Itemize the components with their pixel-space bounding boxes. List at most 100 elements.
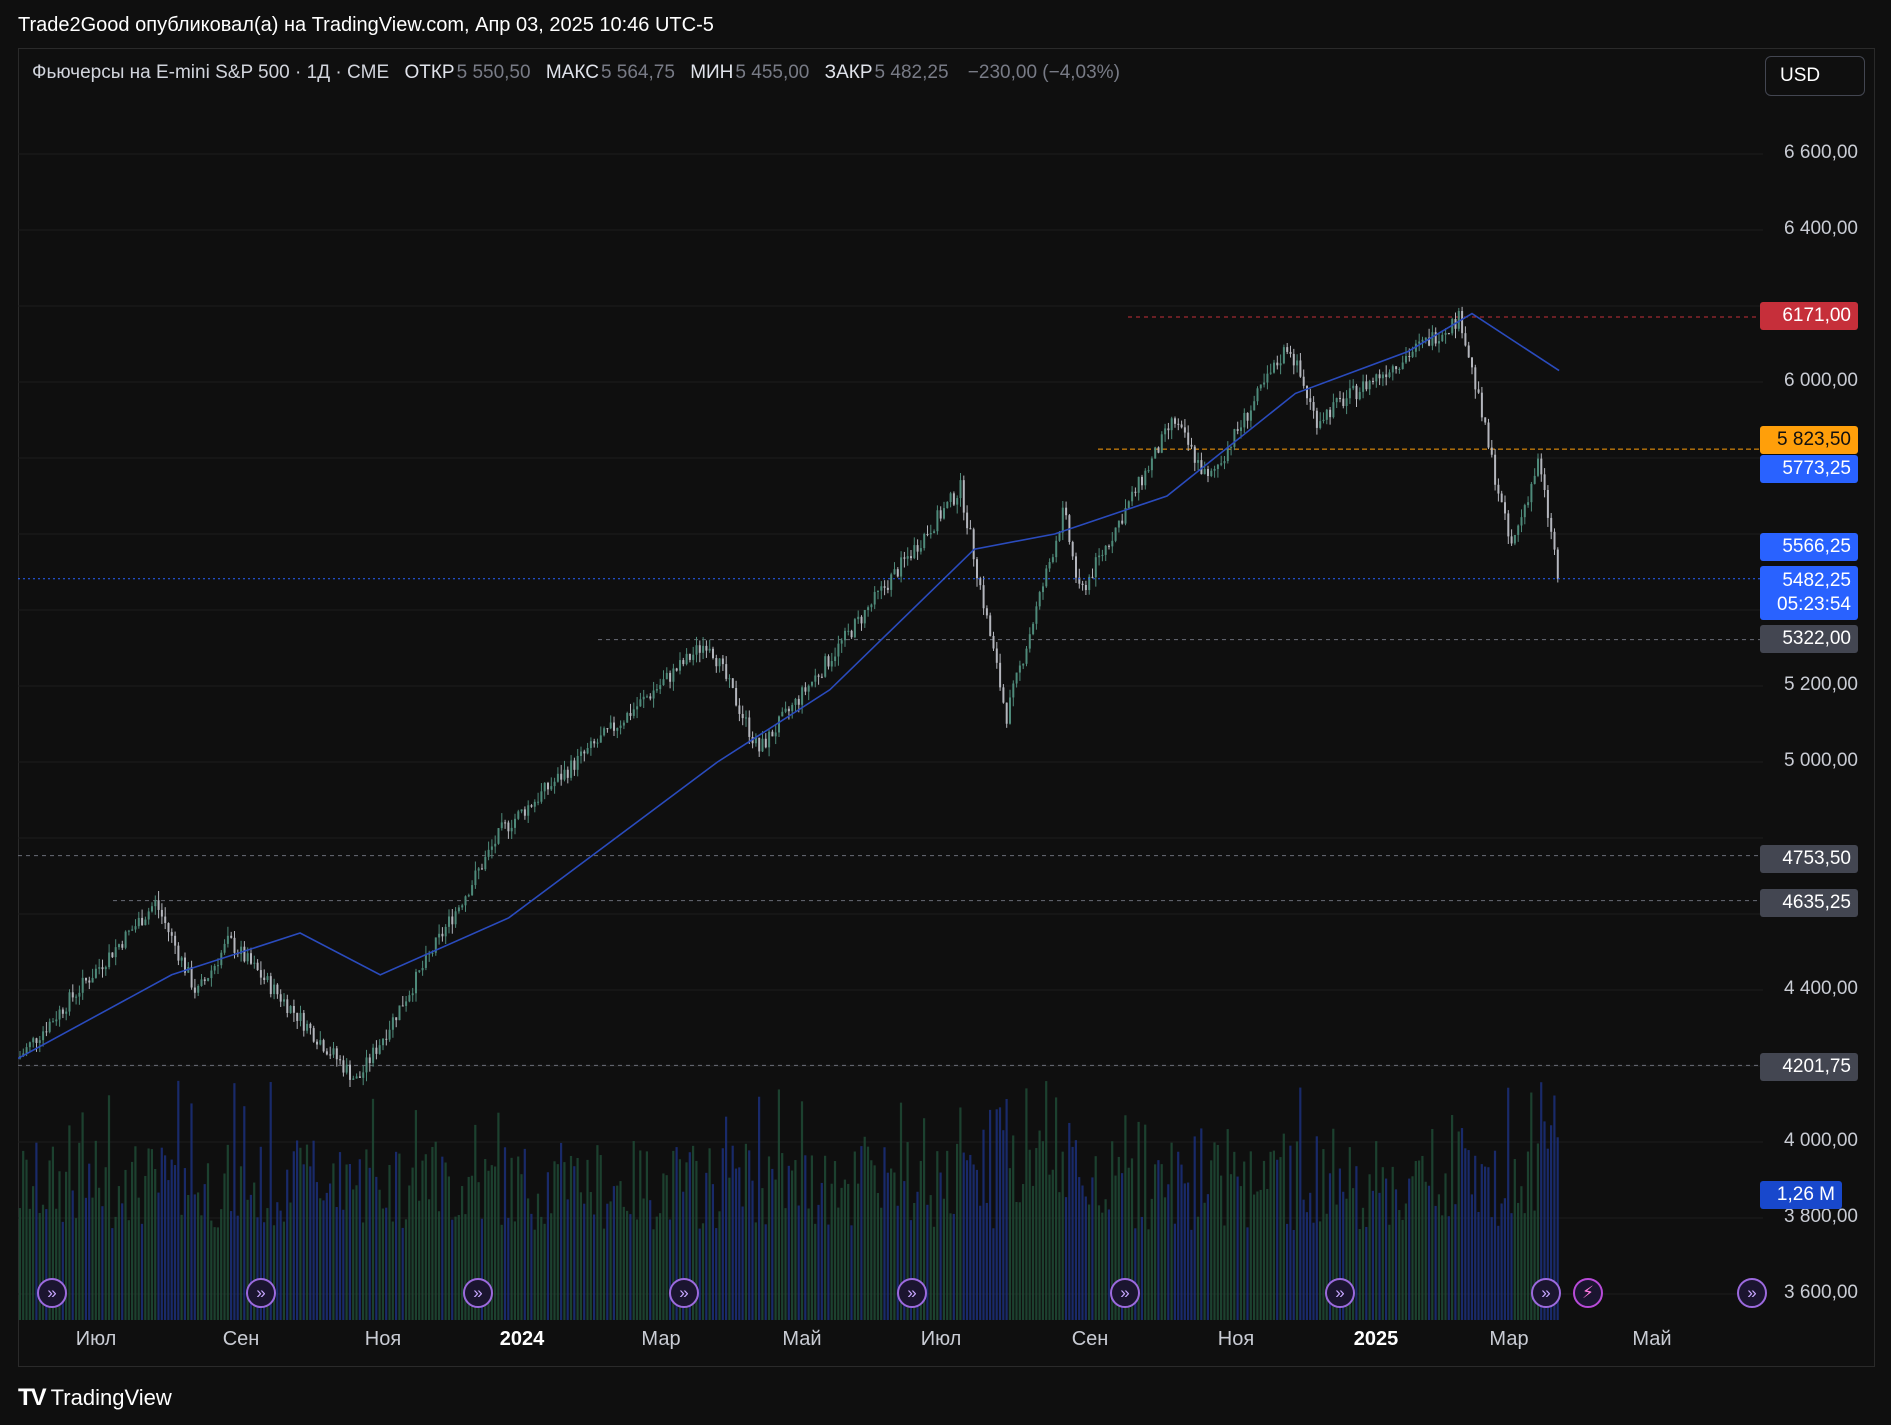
candle-body bbox=[956, 498, 959, 505]
candle-body bbox=[289, 1006, 292, 1013]
volume-bar bbox=[563, 1162, 566, 1320]
volume-bar bbox=[1322, 1149, 1325, 1320]
candle-body bbox=[490, 846, 493, 850]
candle-body bbox=[1438, 341, 1440, 344]
candle-body bbox=[1243, 412, 1246, 428]
volume-bar bbox=[1391, 1166, 1394, 1320]
rollover-icon[interactable]: » bbox=[1110, 1278, 1140, 1308]
candle-body bbox=[256, 962, 259, 971]
volume-bar bbox=[197, 1192, 200, 1320]
chart-plot[interactable] bbox=[18, 48, 1873, 1365]
candle-body bbox=[1273, 362, 1275, 373]
candle-body bbox=[1523, 505, 1526, 518]
candle-body bbox=[1319, 421, 1322, 428]
level-tag-5322: 5322,00 bbox=[1760, 625, 1858, 653]
candle-body bbox=[847, 630, 850, 632]
volume-bar bbox=[632, 1141, 635, 1320]
candle-body bbox=[391, 1017, 394, 1030]
volume-bar bbox=[345, 1164, 348, 1320]
volume-bar bbox=[807, 1208, 810, 1320]
lightning-icon[interactable]: ⚡ bbox=[1573, 1278, 1603, 1308]
volume-bar bbox=[1332, 1128, 1335, 1320]
chart-pane[interactable] bbox=[18, 48, 1875, 1367]
volume-bar bbox=[606, 1203, 609, 1320]
volume-bar bbox=[989, 1109, 992, 1320]
tradingview-logo[interactable]: TV TradingView bbox=[18, 1384, 172, 1412]
volume-bar bbox=[1454, 1204, 1457, 1320]
candle-body bbox=[1081, 583, 1084, 585]
candle-body bbox=[230, 935, 233, 938]
volume-bar bbox=[635, 1219, 639, 1320]
candle-body bbox=[959, 480, 962, 499]
volume-bar bbox=[22, 1150, 25, 1320]
volume-bar bbox=[992, 1228, 995, 1320]
volume-bar bbox=[899, 1102, 903, 1320]
candle-body bbox=[253, 962, 256, 964]
candle-body bbox=[269, 976, 272, 995]
candle-body bbox=[1325, 409, 1328, 420]
candle-body bbox=[114, 947, 117, 958]
candle-body bbox=[335, 1048, 338, 1060]
candle-body bbox=[1401, 362, 1404, 370]
candle-body bbox=[362, 1072, 365, 1078]
candle-body bbox=[467, 895, 470, 897]
candle-body bbox=[556, 773, 559, 782]
volume-bar bbox=[127, 1220, 130, 1320]
volume-bar bbox=[923, 1118, 926, 1320]
level-tag-4635: 4635,25 bbox=[1760, 889, 1858, 917]
volume-bar bbox=[1262, 1160, 1266, 1320]
rollover-icon[interactable]: » bbox=[1737, 1278, 1767, 1308]
rollover-icon[interactable]: » bbox=[37, 1278, 67, 1308]
rollover-icon[interactable]: » bbox=[1531, 1278, 1561, 1308]
candle-body bbox=[312, 1028, 315, 1042]
candle-body bbox=[1381, 374, 1384, 379]
volume-bar bbox=[111, 1228, 114, 1320]
candle-body bbox=[1405, 356, 1407, 363]
candle-body bbox=[692, 654, 695, 660]
volume-bar bbox=[61, 1221, 64, 1320]
volume-bar bbox=[477, 1182, 480, 1320]
candle-body bbox=[1131, 491, 1134, 502]
candle-body bbox=[263, 977, 266, 981]
candle-body bbox=[438, 933, 441, 938]
volume-bar bbox=[1325, 1213, 1328, 1320]
rollover-icon[interactable]: » bbox=[897, 1278, 927, 1308]
candle-body bbox=[243, 946, 246, 962]
candle-body bbox=[721, 658, 724, 665]
candle-body bbox=[207, 978, 210, 981]
candle-body bbox=[1546, 489, 1549, 518]
volume-bar bbox=[1500, 1203, 1503, 1320]
tradingview-logo-icon: TV bbox=[18, 1384, 47, 1411]
candle-body bbox=[801, 687, 804, 705]
volume-bar bbox=[411, 1167, 414, 1320]
candle-body bbox=[481, 868, 483, 870]
rollover-icon[interactable]: » bbox=[1325, 1278, 1355, 1308]
volume-bar bbox=[1427, 1185, 1431, 1320]
candle-body bbox=[530, 805, 533, 807]
candle-body bbox=[1025, 648, 1028, 664]
candle-body bbox=[504, 822, 507, 824]
currency-button[interactable]: USD bbox=[1765, 56, 1865, 96]
time-axis-label: Ноя bbox=[1217, 1328, 1255, 1350]
candle-body bbox=[55, 1019, 58, 1022]
volume-bar bbox=[695, 1160, 698, 1320]
candle-body bbox=[1045, 568, 1048, 587]
candle-body bbox=[1177, 423, 1180, 425]
volume-bar bbox=[1041, 1141, 1044, 1320]
candle-body bbox=[731, 678, 734, 688]
low-value: 5 455,00 bbox=[735, 62, 810, 83]
candle-body bbox=[787, 708, 790, 712]
volume-bar bbox=[286, 1169, 289, 1320]
rollover-icon[interactable]: » bbox=[669, 1278, 699, 1308]
moving-average-line bbox=[18, 312, 1560, 1060]
volume-bar bbox=[893, 1172, 896, 1320]
candle-body bbox=[636, 706, 639, 710]
rollover-icon[interactable]: » bbox=[463, 1278, 493, 1308]
volume-bar bbox=[956, 1143, 959, 1320]
volume-bar bbox=[804, 1155, 807, 1320]
rollover-icon[interactable]: » bbox=[246, 1278, 276, 1308]
volume-bar bbox=[358, 1159, 361, 1320]
candle-body bbox=[1134, 491, 1137, 493]
candle-body bbox=[1015, 672, 1018, 684]
volume-bar bbox=[137, 1197, 140, 1320]
